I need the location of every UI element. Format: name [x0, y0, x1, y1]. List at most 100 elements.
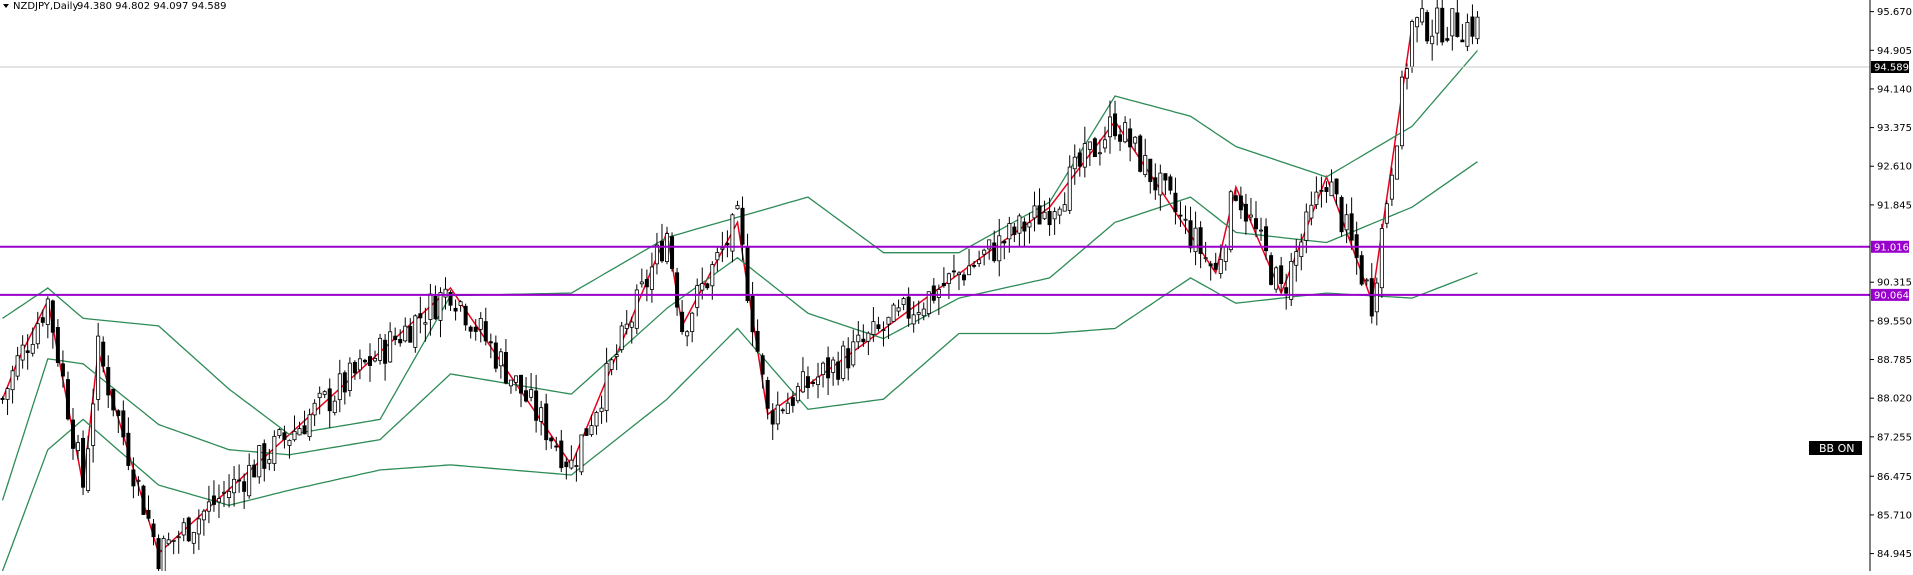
- candle-body: [1399, 76, 1404, 147]
- candle-body: [1143, 155, 1148, 176]
- candle-body: [176, 536, 181, 539]
- candle-body: [1163, 173, 1168, 181]
- candle-body: [624, 323, 629, 329]
- candle-body: [1248, 214, 1253, 218]
- y-tick-label: 85.710: [1877, 510, 1912, 521]
- candle-body: [1002, 240, 1007, 244]
- bb-toggle-button-bg[interactable]: [1809, 441, 1862, 455]
- candle-body: [1374, 282, 1379, 313]
- candle-body: [121, 410, 126, 438]
- candle-body: [760, 355, 765, 375]
- candle-body: [967, 265, 972, 276]
- candle-body: [1349, 213, 1354, 241]
- level-badge-label: 91.016: [1874, 242, 1909, 253]
- candle-body: [735, 205, 740, 210]
- y-tick-label: 93.375: [1877, 123, 1912, 134]
- candle-body: [1269, 255, 1274, 285]
- candle-body: [1238, 195, 1243, 211]
- candle-body: [171, 539, 176, 542]
- candle-body: [1364, 279, 1369, 282]
- candle-body: [730, 214, 735, 252]
- candle-body: [775, 404, 780, 425]
- candle-body: [307, 414, 312, 438]
- candle-body: [76, 442, 81, 452]
- candle-body: [594, 412, 599, 427]
- candle-body: [1158, 172, 1163, 196]
- candle-body: [257, 445, 262, 478]
- candle-body: [40, 317, 45, 323]
- candle-body: [222, 491, 227, 494]
- candle-body: [65, 379, 70, 420]
- bb-toggle-button[interactable]: BB ON: [1809, 441, 1862, 455]
- candle-body: [554, 445, 559, 448]
- candle-body: [408, 325, 413, 343]
- horizontal-levels-layer[interactable]: 91.016 90.064: [0, 240, 1909, 302]
- candle-body: [342, 372, 347, 393]
- candle-body: [816, 376, 821, 386]
- candle-body: [393, 335, 398, 341]
- candle-body: [70, 419, 75, 449]
- chart-header: NZDJPY,Daily 94.380 94.802 94.097 94.589: [3, 1, 227, 12]
- candle-body: [710, 264, 715, 287]
- candle-body: [357, 358, 362, 371]
- candle-body: [267, 459, 272, 464]
- candle-body: [1455, 12, 1460, 37]
- candle-body: [1153, 177, 1158, 191]
- candle-body: [438, 292, 443, 321]
- candle-body: [997, 235, 1002, 262]
- candle-body: [1445, 38, 1450, 41]
- candle-body: [1274, 267, 1279, 290]
- candle-body: [458, 301, 463, 306]
- candle-body: [695, 285, 700, 308]
- level-badge-label: 90.064: [1874, 290, 1909, 301]
- collapse-triangle-icon[interactable]: [3, 4, 9, 8]
- candle-body: [951, 270, 956, 273]
- candle-body: [906, 296, 911, 319]
- zigzag-line: [1, 25, 1413, 555]
- candle-body: [1440, 7, 1445, 43]
- candle-body: [700, 283, 705, 291]
- candle-body: [1178, 214, 1183, 217]
- candle-body: [468, 326, 473, 332]
- candle-body: [831, 359, 836, 373]
- candle-body: [987, 239, 992, 250]
- candle-body: [1183, 218, 1188, 221]
- candle-body: [1228, 191, 1233, 251]
- candle-body: [237, 479, 242, 482]
- candle-body: [1118, 134, 1123, 142]
- candle-body: [962, 274, 967, 281]
- candle-body: [921, 308, 926, 317]
- candle-body: [463, 305, 468, 326]
- candle-body: [383, 339, 388, 364]
- candle-body: [614, 354, 619, 357]
- price-axis: 95.670 94.905 94.140 93.375 92.610 91.845 90.3…: [1870, 7, 1912, 560]
- candle-body: [1128, 128, 1133, 148]
- candle-body: [101, 341, 106, 367]
- candle-body: [901, 298, 906, 306]
- candle-body: [1067, 166, 1072, 211]
- candle-body: [755, 330, 760, 352]
- candle-body: [685, 331, 690, 337]
- candle-body: [1450, 8, 1455, 37]
- candle-body: [896, 307, 901, 312]
- bb-toggle-label[interactable]: BB ON: [1819, 442, 1854, 455]
- candle-body: [911, 314, 916, 325]
- candle-body: [1123, 122, 1128, 143]
- candle-body: [277, 429, 282, 436]
- candle-body: [931, 285, 936, 301]
- candle-body: [589, 425, 594, 436]
- candle-body: [327, 388, 332, 412]
- candle-body: [45, 298, 50, 325]
- bb-lower-band: [1, 272, 1478, 572]
- candle-body: [478, 318, 483, 330]
- candle-body: [508, 379, 513, 387]
- level-badge-bg: [1871, 240, 1909, 253]
- candle-body: [1102, 139, 1107, 149]
- candle-body: [247, 464, 252, 497]
- candle-body: [977, 259, 982, 265]
- candle-body: [91, 403, 96, 446]
- candle-body: [1394, 145, 1399, 180]
- candle-body: [866, 332, 871, 342]
